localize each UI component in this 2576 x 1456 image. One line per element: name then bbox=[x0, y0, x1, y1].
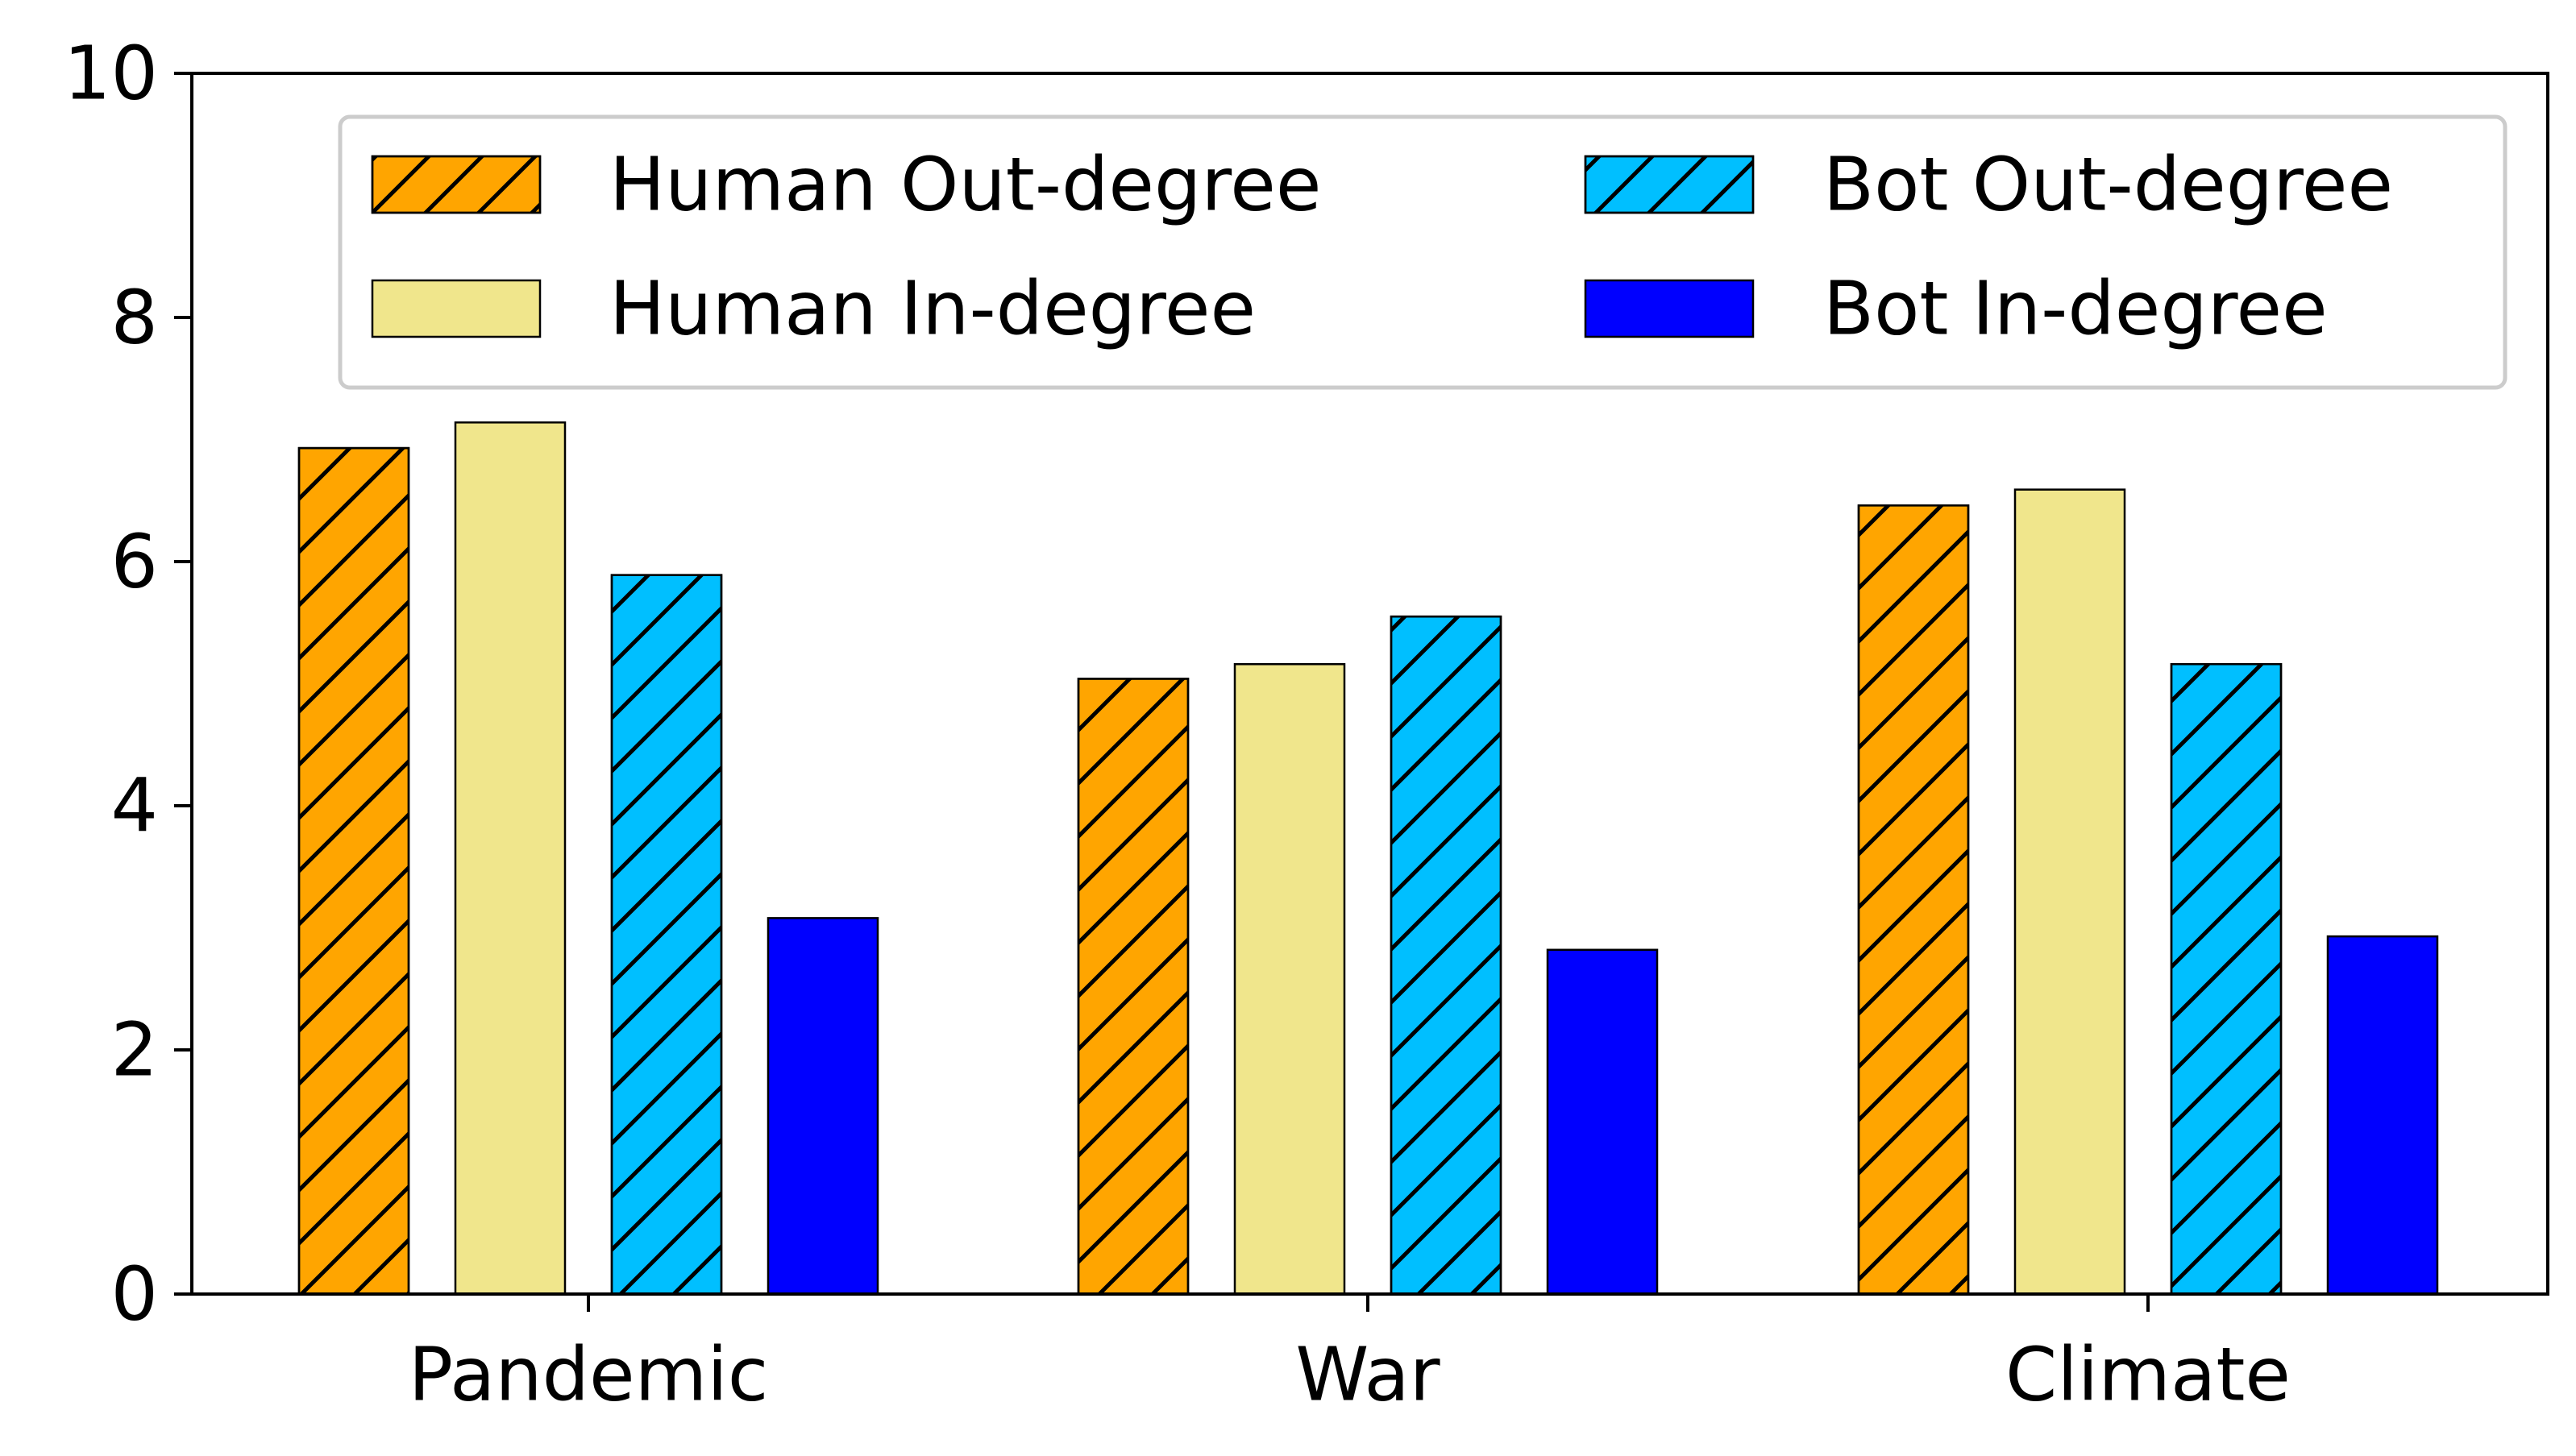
y-tick-label-10: 10 bbox=[64, 31, 158, 117]
y-tick-label-2: 2 bbox=[110, 1007, 158, 1093]
bar-war-human-in-degree bbox=[1233, 663, 1346, 1296]
y-tick-label-4: 4 bbox=[110, 763, 158, 849]
legend-label-bot-in-degree: Bot In-degree bbox=[1823, 266, 2328, 352]
legend-entry-human-out-degree: Human Out-degree bbox=[371, 142, 1321, 228]
x-tick-label-climate: Climate bbox=[2005, 1332, 2291, 1418]
bar-climate-human-out-degree-hatch bbox=[1857, 504, 1970, 1296]
bar-war-bot-out-degree-hatch bbox=[1390, 615, 1502, 1296]
y-tick-label-6: 6 bbox=[110, 519, 158, 605]
bar-pandemic-human-out-degree-hatch bbox=[297, 446, 410, 1296]
bar-pandemic-human-in-degree bbox=[454, 421, 567, 1296]
legend-label-human-in-degree: Human In-degree bbox=[609, 266, 1256, 352]
bar-climate-bot-out-degree-hatch bbox=[2170, 663, 2283, 1296]
y-tick-label-8: 8 bbox=[110, 275, 158, 361]
bar-climate-human-in-degree bbox=[2013, 488, 2126, 1296]
legend: Human Out-degree Human In-degree Bot Out… bbox=[338, 114, 2507, 390]
bar-war-human-out-degree-hatch bbox=[1077, 678, 1190, 1296]
bar-pandemic-bot-out-degree-hatch bbox=[610, 574, 723, 1296]
bar-pandemic-bot-in-degree bbox=[767, 917, 879, 1296]
legend-swatch-hatch-human-out-degree bbox=[371, 155, 542, 214]
legend-swatch-hatch-bot-out-degree bbox=[1584, 155, 1755, 214]
y-tick-label-0: 0 bbox=[110, 1251, 158, 1338]
x-tick-label-war: War bbox=[1295, 1332, 1440, 1418]
legend-entry-bot-in-degree: Bot In-degree bbox=[1584, 266, 2328, 352]
bar-climate-bot-in-degree bbox=[2326, 935, 2439, 1296]
legend-swatch-bot-in-degree bbox=[1584, 279, 1755, 338]
bar-war-bot-in-degree bbox=[1546, 948, 1659, 1296]
legend-label-bot-out-degree: Bot Out-degree bbox=[1823, 142, 2393, 228]
legend-entry-bot-out-degree: Bot Out-degree bbox=[1584, 142, 2393, 228]
legend-swatch-human-in-degree bbox=[371, 279, 542, 338]
legend-entry-human-in-degree: Human In-degree bbox=[371, 266, 1256, 352]
legend-label-human-out-degree: Human Out-degree bbox=[609, 142, 1321, 228]
plot-frame bbox=[190, 72, 2549, 1296]
legend-frame bbox=[338, 114, 2507, 390]
bars-layer bbox=[297, 421, 2439, 1296]
x-tick-label-pandemic: Pandemic bbox=[409, 1332, 769, 1418]
axis-layer: 0 2 4 6 8 10 Pandemic War Climate bbox=[64, 31, 2291, 1418]
